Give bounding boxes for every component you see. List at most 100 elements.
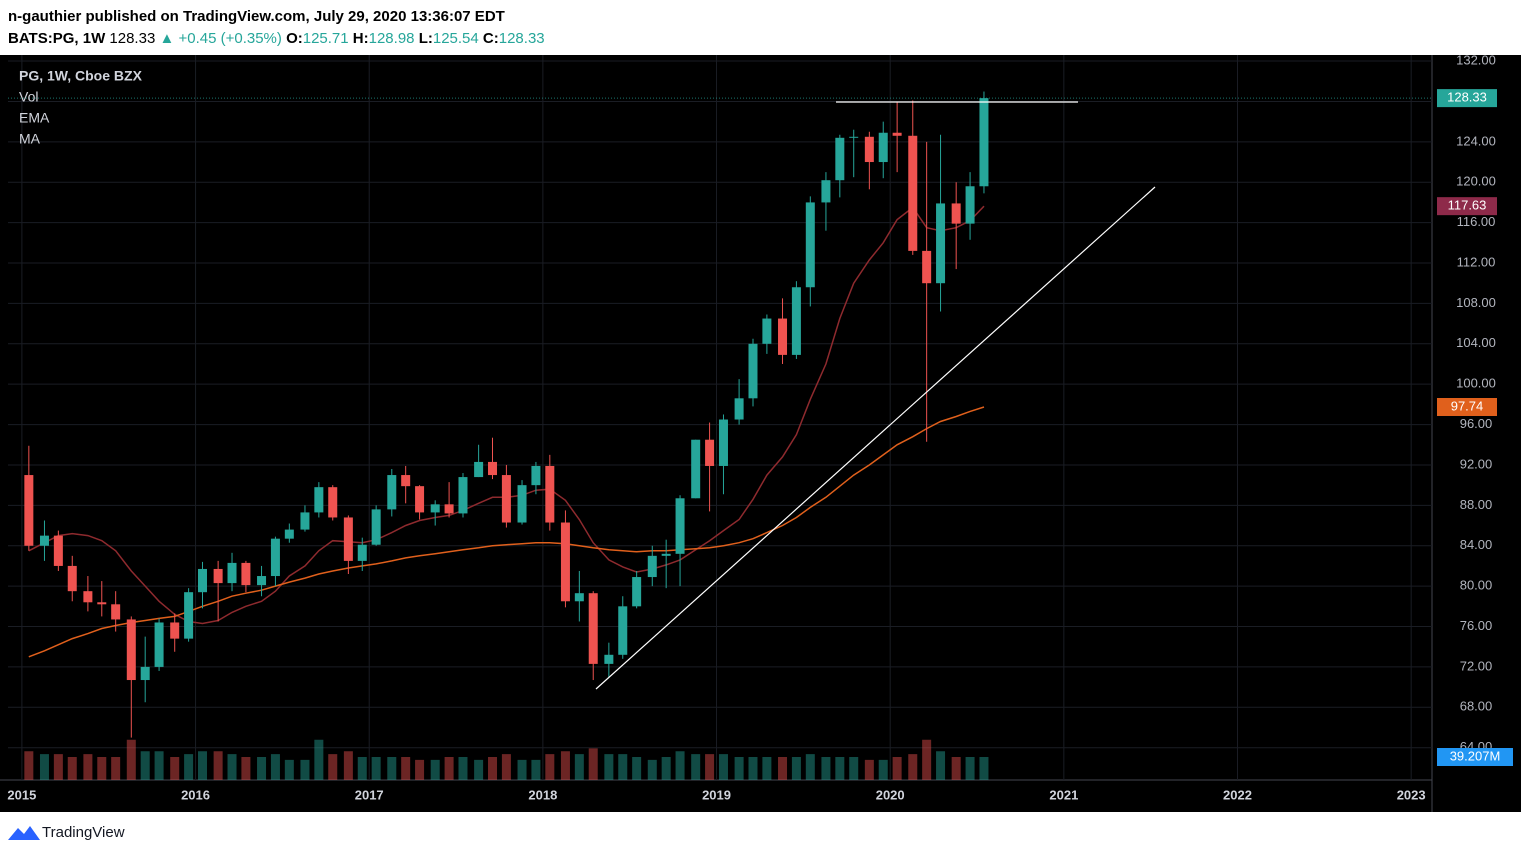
candle-body	[778, 318, 788, 355]
y-tick-label: 76.00	[1460, 618, 1493, 633]
candle-body	[184, 592, 194, 639]
ohlc-value: 128.33	[498, 30, 545, 47]
candle-body	[300, 512, 310, 530]
candle-body	[371, 509, 381, 545]
candle-body	[83, 591, 93, 603]
candle-body	[488, 461, 498, 476]
x-tick-label: 2015	[7, 787, 36, 802]
candle-body	[951, 203, 961, 224]
volume-label: 39.207M	[1450, 748, 1501, 763]
candle-body	[343, 517, 353, 561]
volume-bar	[849, 757, 859, 780]
candle-body	[965, 186, 975, 224]
volume-bar	[762, 757, 772, 780]
candle-body	[111, 604, 121, 620]
volume-bar	[908, 754, 918, 780]
y-tick-label: 68.00	[1460, 699, 1493, 714]
candle-body	[387, 475, 397, 510]
y-tick-label: 96.00	[1460, 416, 1493, 431]
candle-body	[170, 622, 180, 639]
volume-bar	[444, 757, 454, 780]
price-label: 117.63	[1448, 198, 1487, 213]
candle-body	[126, 619, 136, 681]
change: ▲ +0.45 (+0.35%)	[159, 30, 282, 47]
volume-bar	[24, 751, 34, 780]
x-tick-label: 2022	[1223, 787, 1252, 802]
volume-bar	[184, 754, 194, 780]
candles	[24, 91, 989, 738]
volume-bar	[39, 754, 49, 780]
volume-pane	[24, 739, 989, 780]
candle-body	[197, 568, 207, 593]
candle-body	[430, 504, 440, 513]
volume-bar	[517, 759, 527, 780]
last-price: 128.33	[109, 30, 156, 47]
y-tick-label: 104.00	[1456, 335, 1496, 350]
logo-icon	[8, 826, 40, 840]
volume-bar	[197, 751, 207, 780]
quote-line: BATS:PG, 1W 128.33 ▲ +0.45 (+0.35%) O:12…	[8, 28, 545, 50]
y-tick-label: 132.00	[1456, 52, 1496, 67]
volume-bar	[83, 754, 93, 780]
volume-bar	[835, 757, 845, 780]
candle-body	[501, 475, 511, 523]
chart-background	[0, 55, 1521, 812]
volume-bar	[632, 757, 642, 780]
candle-body	[154, 622, 164, 667]
volume-bar	[401, 757, 411, 780]
candle-body	[762, 318, 772, 344]
price-label-box	[1437, 89, 1497, 108]
candle-body	[444, 504, 454, 514]
ohlc-key: L:	[418, 30, 433, 47]
candle-body	[632, 577, 642, 607]
candle-body	[675, 498, 685, 554]
candle-body	[328, 487, 338, 518]
candle-body	[227, 562, 237, 584]
candle-body	[878, 132, 888, 163]
author: n-gauthier published on TradingView.com,…	[8, 8, 505, 25]
candle-body	[257, 576, 267, 586]
x-tick-label: 2020	[876, 787, 905, 802]
candle-body	[691, 439, 701, 499]
ohlc-value: 125.54	[432, 30, 479, 47]
volume-bar	[300, 759, 310, 780]
candle-body	[835, 137, 845, 181]
y-tick-label: 100.00	[1456, 376, 1496, 391]
candle-body	[892, 132, 902, 136]
candle-body	[241, 562, 251, 586]
symbol: BATS:PG, 1W	[8, 30, 106, 47]
volume-bar	[270, 754, 280, 780]
volume-bar	[227, 754, 237, 780]
candle-body	[458, 477, 468, 514]
candle-body	[284, 529, 294, 539]
volume-bar	[979, 757, 989, 780]
volume-bar	[67, 757, 77, 780]
volume-bar	[748, 757, 758, 780]
candle-body	[574, 593, 584, 602]
volume-bar	[328, 754, 338, 780]
candle-body	[618, 606, 628, 655]
candle-body	[140, 666, 150, 681]
legend-title: PG, 1W, Cboe BZX	[19, 68, 143, 84]
volume-bar	[691, 754, 701, 780]
candle-body	[53, 535, 63, 566]
candle-body	[647, 555, 657, 578]
price-label: 128.33	[1447, 90, 1487, 105]
volume-bar	[545, 754, 555, 780]
candle-body	[588, 593, 598, 664]
volume-bar	[458, 757, 468, 780]
x-tick-label: 2021	[1049, 787, 1078, 802]
x-tick-label: 2016	[181, 787, 210, 802]
ohlc-key: C:	[482, 30, 499, 47]
legend-item: MA	[19, 131, 41, 147]
x-tick-label: 2023	[1397, 787, 1426, 802]
x-tick-label: 2019	[702, 787, 731, 802]
volume-bar	[878, 759, 888, 780]
axes: 64.0068.0072.0076.0080.0084.0088.0092.00…	[7, 52, 1513, 802]
volume-bar	[531, 759, 541, 780]
volume-bar	[560, 751, 570, 780]
volume-bar	[805, 754, 815, 780]
candle-body	[67, 565, 77, 592]
